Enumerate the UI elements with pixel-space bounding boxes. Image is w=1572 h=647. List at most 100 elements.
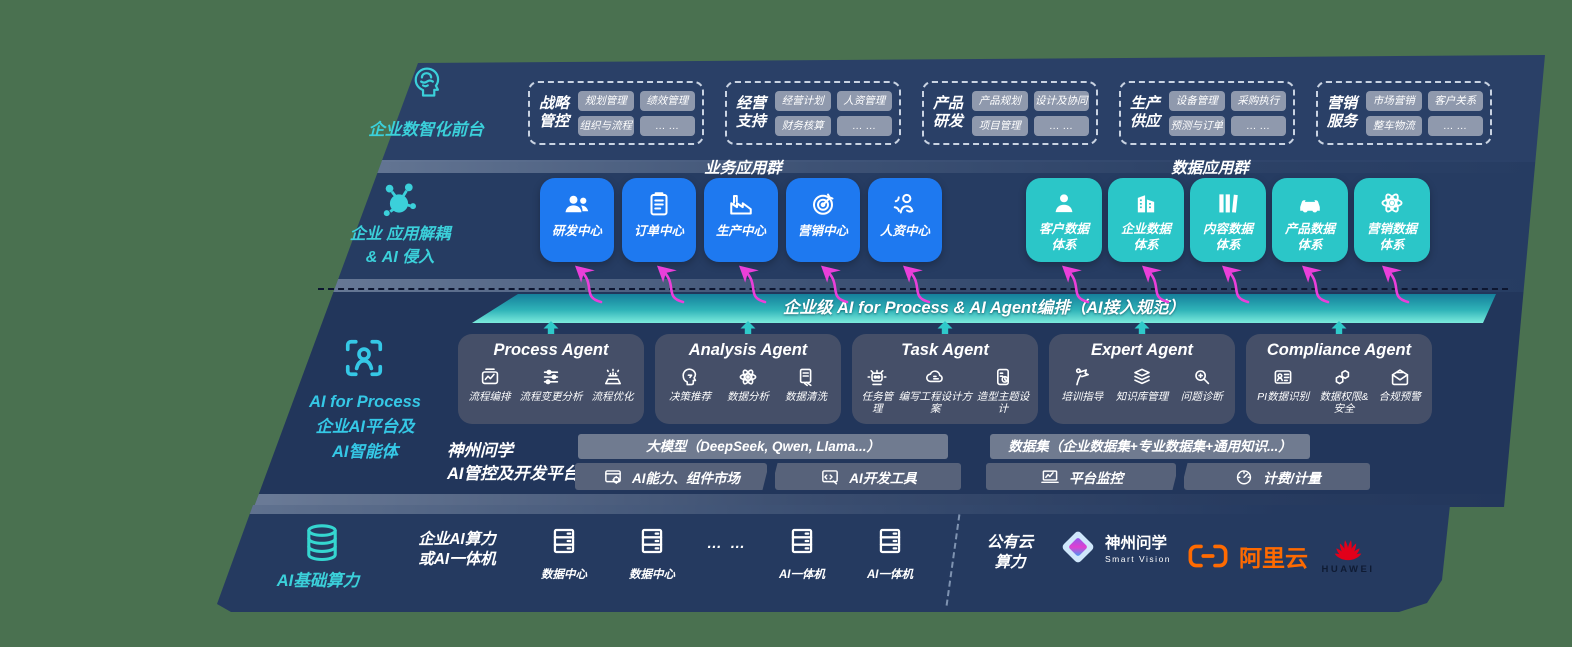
- platform-monitor-label: 平台监控: [1069, 470, 1123, 486]
- business-app-boxes: 研发中心 订单中心 生产中心 营销中心 人资中心: [540, 178, 942, 262]
- front-pill: 市场营销: [1366, 90, 1422, 111]
- agent-item-label: 合规预警: [1378, 391, 1421, 403]
- agent-item: 造型主题设计: [974, 365, 1032, 415]
- hr-icon: [889, 189, 921, 219]
- ai-components-button: AI能力、组件市场: [575, 463, 767, 490]
- app-layer-label: 企业 应用解耦 & AI 侵入: [349, 226, 451, 267]
- ai-components-label: AI能力、组件市场: [632, 470, 740, 486]
- front-pill: 绩效管理: [639, 90, 695, 111]
- clean-icon: [794, 365, 818, 389]
- server-icon: [785, 523, 819, 559]
- person-icon: [1049, 189, 1079, 217]
- brain-head-icon: [408, 63, 446, 109]
- agent-item: 流程编排: [469, 365, 511, 403]
- infra-label: AI基础算力: [276, 572, 360, 590]
- app-box-label: 产品数据 体系: [1284, 222, 1335, 252]
- decision-icon: [678, 365, 702, 389]
- front-group-pills: 产品规划 设计及协同 项目管理… …: [972, 90, 1089, 136]
- app-box: 订单中心: [622, 178, 696, 262]
- scan-person-icon: [338, 332, 390, 384]
- data-group-title: 数据应用群: [1171, 160, 1249, 177]
- infra-nodes: 数据中心 数据中心 … … AI一体机 AI一体机: [520, 523, 934, 582]
- infra-node-label: AI一体机: [779, 569, 825, 581]
- front-pill: … …: [639, 115, 695, 136]
- front-pill: 整车物流: [1366, 115, 1422, 136]
- smartvision-name: 神州问学: [1105, 534, 1168, 552]
- agent-item-label: 数据清洗: [785, 391, 827, 403]
- infra-node: 数据中心: [608, 523, 696, 582]
- data-app-boxes: 客户数据 体系 企业数据 体系 内容数据 体系 产品数据 体系 营销数据 体系: [1026, 178, 1430, 262]
- app-box: 产品数据 体系: [1272, 178, 1348, 262]
- server-icon: [873, 523, 907, 559]
- agent-item-label: 编写工程设计方案: [898, 391, 973, 416]
- building-icon: [1131, 189, 1161, 217]
- app-box: 研发中心: [540, 178, 614, 262]
- agent-item: 合规预警: [1379, 365, 1421, 403]
- front-pill: 设备管理: [1169, 90, 1225, 111]
- front-group-title: 产品 研发: [932, 95, 963, 130]
- training-icon: [1070, 365, 1094, 389]
- clipboard-icon: [644, 189, 674, 219]
- layer-infra-band: [217, 505, 1450, 612]
- app-box: 生产中心: [704, 178, 778, 262]
- front-office-group: 产品 研发 产品规划 设计及协同 项目管理… …: [922, 81, 1098, 145]
- agent-item-label: 数据分析: [727, 391, 769, 403]
- huawei-logo: HUAWEI: [1312, 521, 1384, 575]
- agent-card: Compliance Agent PI数据识别 数据权限& 安全 合规预警: [1246, 334, 1432, 424]
- link-shield-icon: [1332, 365, 1356, 389]
- team-icon: [561, 189, 593, 219]
- orchestration-bar: 企业级 AI for Process & AI Agent编排（AI接入规范）: [472, 294, 1496, 323]
- front-group-pills: 设备管理 采购执行 预测与订单… …: [1169, 90, 1286, 136]
- app-box-label: 营销中心: [797, 224, 848, 238]
- app-box-label: 人资中心: [879, 224, 930, 238]
- infra-node-label: 数据中心: [629, 569, 675, 581]
- front-office-label: 企业数智化前台: [368, 121, 484, 139]
- dataset-bar: 数据集（企业数据集+专业数据集+通用知识...）: [990, 434, 1310, 459]
- agent-item-label: 流程编排: [468, 391, 511, 403]
- agent-item: 知识库管理: [1116, 365, 1168, 403]
- scan-person-icon: [338, 332, 390, 384]
- public-cloud-label: 公有云 算力: [986, 534, 1034, 572]
- infra-node: AI一体机: [846, 523, 934, 582]
- design-icon: [991, 365, 1015, 389]
- agent-item-label: 流程变更分析: [519, 391, 583, 403]
- front-pill: 项目管理: [972, 115, 1028, 136]
- agent-title: Process Agent: [493, 341, 609, 359]
- factory-icon: [725, 189, 757, 219]
- workflow-icon: [478, 365, 502, 389]
- books-icon: [1213, 189, 1243, 217]
- app-box: 营销数据 体系: [1354, 178, 1430, 262]
- app-box: 营销中心: [786, 178, 860, 262]
- atom-icon: [1377, 189, 1407, 217]
- front-pill: 预测与订单: [1169, 115, 1225, 136]
- smartvision-diamond-icon: [1058, 527, 1098, 567]
- target-icon: [808, 189, 838, 219]
- robot-icon: [865, 365, 889, 389]
- front-pill: 采购执行: [1230, 90, 1286, 111]
- front-pill: 财务核算: [775, 115, 831, 136]
- infra-node-label: … …: [706, 535, 748, 552]
- ai-layer-label: AI for Process 企业AI平台及 AI智能体: [309, 393, 421, 461]
- monitor-icon: [1039, 466, 1061, 488]
- front-office-group: 战略 管控 规划管理 绩效管理 组织与流程… …: [528, 81, 704, 145]
- agent-item: 流程优化: [592, 365, 634, 403]
- app-box-label: 客户数据 体系: [1038, 222, 1089, 252]
- infra-node-label: AI一体机: [867, 569, 913, 581]
- front-group-title: 营销 服务: [1326, 95, 1357, 130]
- agent-title: Analysis Agent: [688, 341, 808, 359]
- layer-edge-highlight: [254, 494, 1545, 507]
- front-group-pills: 经营计划 人资管理 财务核算… …: [775, 90, 892, 136]
- huawei-logo: [1319, 521, 1377, 563]
- front-pill: 客户关系: [1427, 90, 1483, 111]
- agent-item: 数据权限& 安全: [1319, 365, 1368, 415]
- meter-icon: [1233, 466, 1255, 488]
- layer-edge-highlight: [254, 279, 1545, 292]
- front-group-pills: 市场营销 客户关系 整车物流… …: [1366, 90, 1483, 136]
- database-icon: [298, 521, 346, 565]
- agent-item-label: 决策推荐: [669, 391, 711, 403]
- brain-head-icon: [408, 63, 446, 109]
- front-pill: 产品规划: [972, 90, 1028, 111]
- agent-item-label: 流程优化: [591, 391, 634, 403]
- agent-item-label: 数据权限& 安全: [1319, 391, 1369, 416]
- app-box-label: 研发中心: [551, 224, 602, 238]
